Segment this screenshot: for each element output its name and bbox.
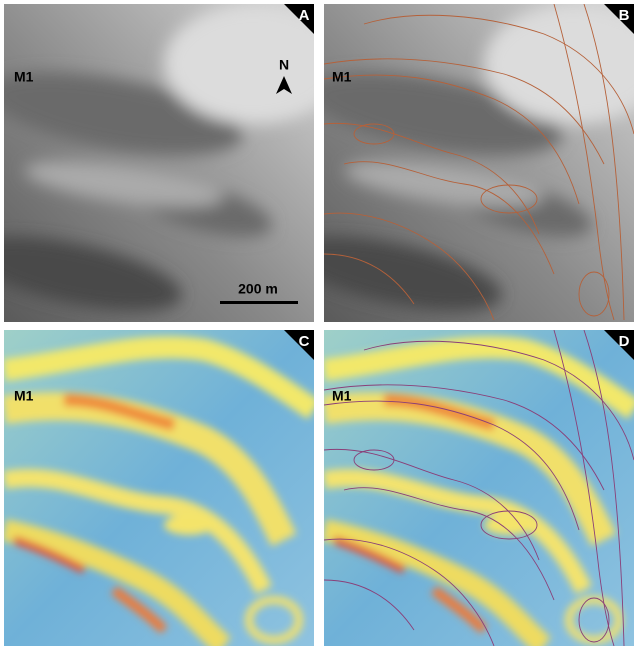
panel-label: B — [619, 7, 630, 24]
figure: A M1 N 200 m B M1 C M1 D M1 — [0, 0, 638, 646]
panel-d-image — [324, 330, 634, 646]
feature-label: M1 — [332, 388, 352, 404]
panel-label: A — [299, 7, 310, 24]
feature-label: M1 — [332, 69, 352, 85]
north-label: N — [279, 57, 289, 73]
scale-bar — [220, 301, 298, 304]
feature-label: M1 — [14, 69, 34, 85]
panel-b-image — [280, 4, 638, 326]
panel-label: D — [619, 333, 630, 350]
panel-a-image — [0, 4, 344, 326]
feature-label: M1 — [14, 388, 34, 404]
panel-c-image — [4, 330, 314, 646]
scale-bar-label: 200 m — [238, 281, 278, 297]
panel-label: C — [299, 333, 310, 350]
